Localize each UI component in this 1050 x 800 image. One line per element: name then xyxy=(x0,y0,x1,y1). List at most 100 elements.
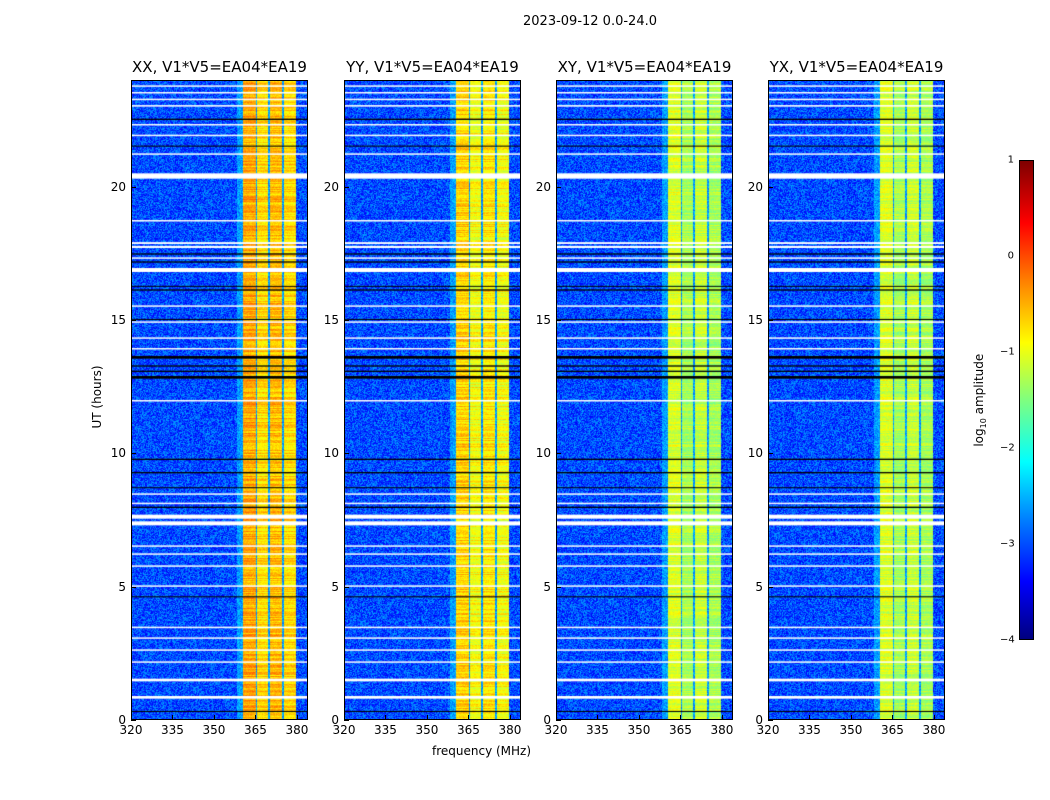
y-tick-mark xyxy=(344,186,349,188)
x-axis-label: frequency (MHz) xyxy=(432,744,532,758)
x-tick-mark xyxy=(809,715,811,720)
axes-frame xyxy=(131,80,308,720)
x-tick-label: 335 xyxy=(374,723,397,737)
y-tick-label: 15 xyxy=(747,313,763,327)
x-tick-label: 320 xyxy=(544,723,568,737)
x-tick-label: 365 xyxy=(244,723,267,737)
y-axis-label: UT (hours) xyxy=(90,365,104,429)
x-tick-label: 320 xyxy=(332,723,356,737)
y-tick-mark xyxy=(768,453,773,455)
y-tick-label: 0 xyxy=(543,713,551,727)
x-tick-label: 380 xyxy=(285,723,309,737)
heatmap-image xyxy=(768,80,945,720)
colorbar-tick-label: −4 xyxy=(1000,634,1015,646)
x-tick-label: 320 xyxy=(756,723,780,737)
x-tick-label: 380 xyxy=(498,723,522,737)
x-tick-label: 380 xyxy=(922,723,946,737)
colorbar-label: log10 amplitude xyxy=(971,353,989,447)
y-tick-label: 10 xyxy=(323,446,339,461)
y-tick-label: 20 xyxy=(323,179,339,194)
x-tick-label: 350 xyxy=(627,723,651,737)
x-tick-label: 350 xyxy=(839,723,863,737)
panel-title: XY, V1*V5=EA04*EA19 xyxy=(557,58,732,76)
y-tick-mark xyxy=(344,453,349,455)
y-tick-label: 10 xyxy=(535,446,551,461)
y-tick-mark xyxy=(556,586,561,588)
y-tick-label: 10 xyxy=(110,446,126,461)
x-tick-mark xyxy=(213,715,215,720)
colorbar-tick-label: 1 xyxy=(1007,154,1014,166)
y-tick-mark xyxy=(768,186,773,188)
heatmap-image xyxy=(131,80,308,720)
x-tick-label: 365 xyxy=(881,723,904,737)
heatmap-panel-2: YY, V1*V5=EA04*EA19 320 335 350 365 380 0 5 10 15… xyxy=(324,58,522,737)
x-tick-mark xyxy=(556,715,557,720)
colorbar-tick-label: 0 xyxy=(1007,250,1014,262)
y-tick-label: 5 xyxy=(543,579,551,594)
heatmap-panel-1: XX, V1*V5=EA04*EA19 320 335 350 365 380 0 5 10 15… xyxy=(111,58,309,737)
y-tick-mark xyxy=(344,586,349,588)
colorbar xyxy=(1019,160,1034,640)
heatmap-panel-4: YX, V1*V5=EA04*EA19 320 335 350 365 380 0 5 10 15… xyxy=(748,58,946,737)
y-tick-label: 20 xyxy=(535,179,551,194)
y-tick-mark xyxy=(556,186,561,188)
x-tick-label: 350 xyxy=(202,723,226,737)
y-tick-mark xyxy=(556,453,561,455)
y-tick-label: 5 xyxy=(118,579,126,594)
y-tick-mark xyxy=(768,586,773,588)
x-tick-mark xyxy=(680,715,682,720)
y-tick-mark xyxy=(344,720,349,721)
x-tick-mark xyxy=(172,715,174,720)
panel-title: YX, V1*V5=EA04*EA19 xyxy=(769,58,944,76)
panel-title: XX, V1*V5=EA04*EA19 xyxy=(132,58,307,76)
y-tick-label: 0 xyxy=(755,713,763,727)
x-tick-mark xyxy=(638,715,640,720)
x-tick-label: 365 xyxy=(669,723,692,737)
y-tick-mark xyxy=(556,720,561,721)
x-tick-mark xyxy=(509,715,511,720)
y-tick-label: 0 xyxy=(118,713,126,727)
y-tick-mark xyxy=(131,453,136,455)
axes-frame xyxy=(768,80,945,720)
y-tick-label: 15 xyxy=(110,313,126,327)
x-tick-mark xyxy=(892,715,894,720)
panel-title: YY, V1*V5=EA04*EA19 xyxy=(346,58,519,76)
x-tick-mark xyxy=(721,715,723,720)
y-tick-mark xyxy=(131,320,136,321)
y-tick-mark xyxy=(131,586,136,588)
y-tick-label: 15 xyxy=(323,313,339,327)
x-tick-mark xyxy=(468,715,470,720)
x-tick-mark xyxy=(296,715,298,720)
y-tick-mark xyxy=(131,186,136,188)
heatmap-image xyxy=(344,80,521,720)
y-tick-label: 15 xyxy=(535,313,551,327)
x-tick-mark xyxy=(597,715,599,720)
figure-title: 2023-09-12 0.0-24.0 xyxy=(523,14,657,29)
y-tick-label: 0 xyxy=(331,713,339,727)
y-tick-label: 5 xyxy=(755,579,763,594)
x-tick-mark xyxy=(344,715,345,720)
x-tick-mark xyxy=(850,715,852,720)
x-tick-mark xyxy=(768,715,769,720)
colorbar-tick-label: −3 xyxy=(1000,538,1015,550)
y-tick-mark xyxy=(768,720,773,721)
x-tick-label: 380 xyxy=(710,723,734,737)
y-tick-mark xyxy=(768,320,773,321)
y-tick-label: 10 xyxy=(747,446,763,461)
x-tick-label: 365 xyxy=(457,723,480,737)
y-tick-label: 20 xyxy=(110,179,126,194)
colorbar-tick-label: −2 xyxy=(1000,442,1015,454)
x-tick-mark xyxy=(426,715,428,720)
x-tick-label: 335 xyxy=(161,723,184,737)
y-tick-label: 5 xyxy=(331,579,339,594)
y-tick-label: 20 xyxy=(747,179,763,194)
x-tick-label: 335 xyxy=(798,723,821,737)
y-tick-mark xyxy=(344,320,349,321)
axes-frame xyxy=(556,80,733,720)
heatmap-panel-3: XY, V1*V5=EA04*EA19 320 335 350 365 380 0 5 10 15… xyxy=(536,58,734,737)
x-tick-label: 335 xyxy=(586,723,609,737)
y-tick-mark xyxy=(131,720,136,721)
x-tick-mark xyxy=(255,715,257,720)
x-tick-mark xyxy=(131,715,132,720)
